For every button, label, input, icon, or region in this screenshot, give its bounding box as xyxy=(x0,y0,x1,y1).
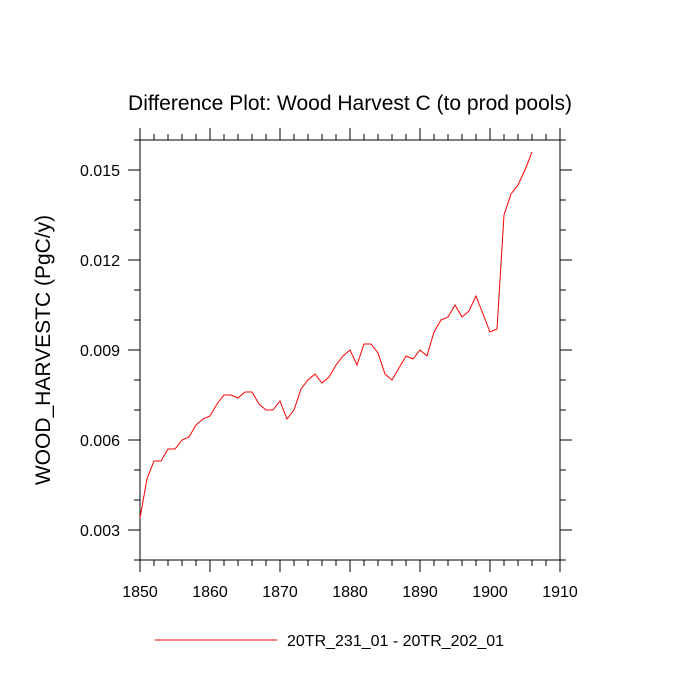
series-line xyxy=(139,151,533,519)
chart-title: Difference Plot: Wood Harvest C (to prod… xyxy=(128,92,572,115)
x-tick-label: 1870 xyxy=(262,584,298,601)
series-layer xyxy=(139,151,533,519)
x-tick-label: 1850 xyxy=(122,584,158,601)
x-tick-label: 1910 xyxy=(542,584,578,601)
y-tick-label: 0.006 xyxy=(80,433,120,450)
y-tick-label: 0.009 xyxy=(80,343,120,360)
x-tick-label: 1890 xyxy=(402,584,438,601)
x-tick-label: 1860 xyxy=(192,584,228,601)
axis-tick-labels: 1850 1860 1870 1880 1890 1900 1910 0.003 0.006 0.… xyxy=(80,163,578,601)
legend-label: 20TR_231_01 - 20TR_202_01 xyxy=(287,633,504,650)
y-axis-label: WOOD_HARVESTC (PgC/y) xyxy=(32,215,55,485)
legend: 20TR_231_01 - 20TR_202_01 xyxy=(155,633,504,650)
y-tick-label: 0.003 xyxy=(80,523,120,540)
x-tick-label: 1900 xyxy=(472,584,508,601)
y-tick-label: 0.015 xyxy=(80,163,120,180)
y-tick-label: 0.012 xyxy=(80,253,120,270)
axis-ticks xyxy=(128,128,572,572)
x-tick-label: 1880 xyxy=(332,584,368,601)
